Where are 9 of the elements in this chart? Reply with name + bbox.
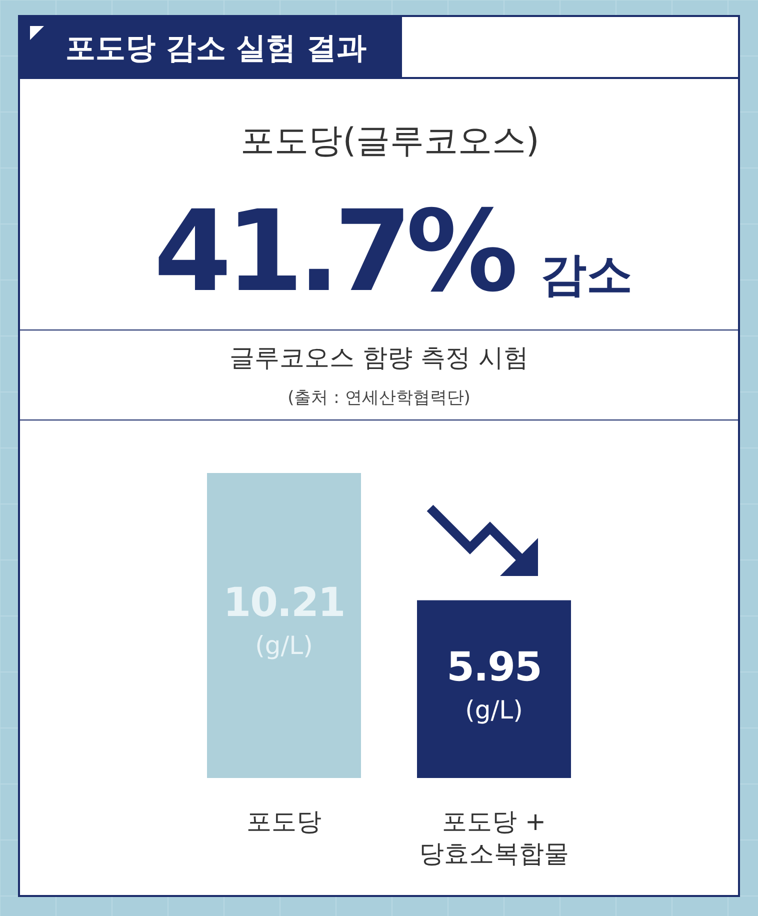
data-label: 5.95 (g/L) xyxy=(446,644,542,724)
x-tick-label: 포도당 + 당효소복합물 xyxy=(419,807,569,868)
x-tick-label: 포도당 xyxy=(246,807,322,836)
chart-title: 포도당 감소 실험 결과 xyxy=(65,31,367,66)
text: (출처 : 연세산학협력단) xyxy=(288,388,470,408)
text: 41.7% 감소 xyxy=(154,187,632,317)
chart-subtitle: 포도당(글루코오스) xyxy=(240,121,540,161)
text: 글루코오스 함량 측정 시험 xyxy=(230,343,528,372)
data-label: 10.21 (g/L) xyxy=(223,580,345,660)
